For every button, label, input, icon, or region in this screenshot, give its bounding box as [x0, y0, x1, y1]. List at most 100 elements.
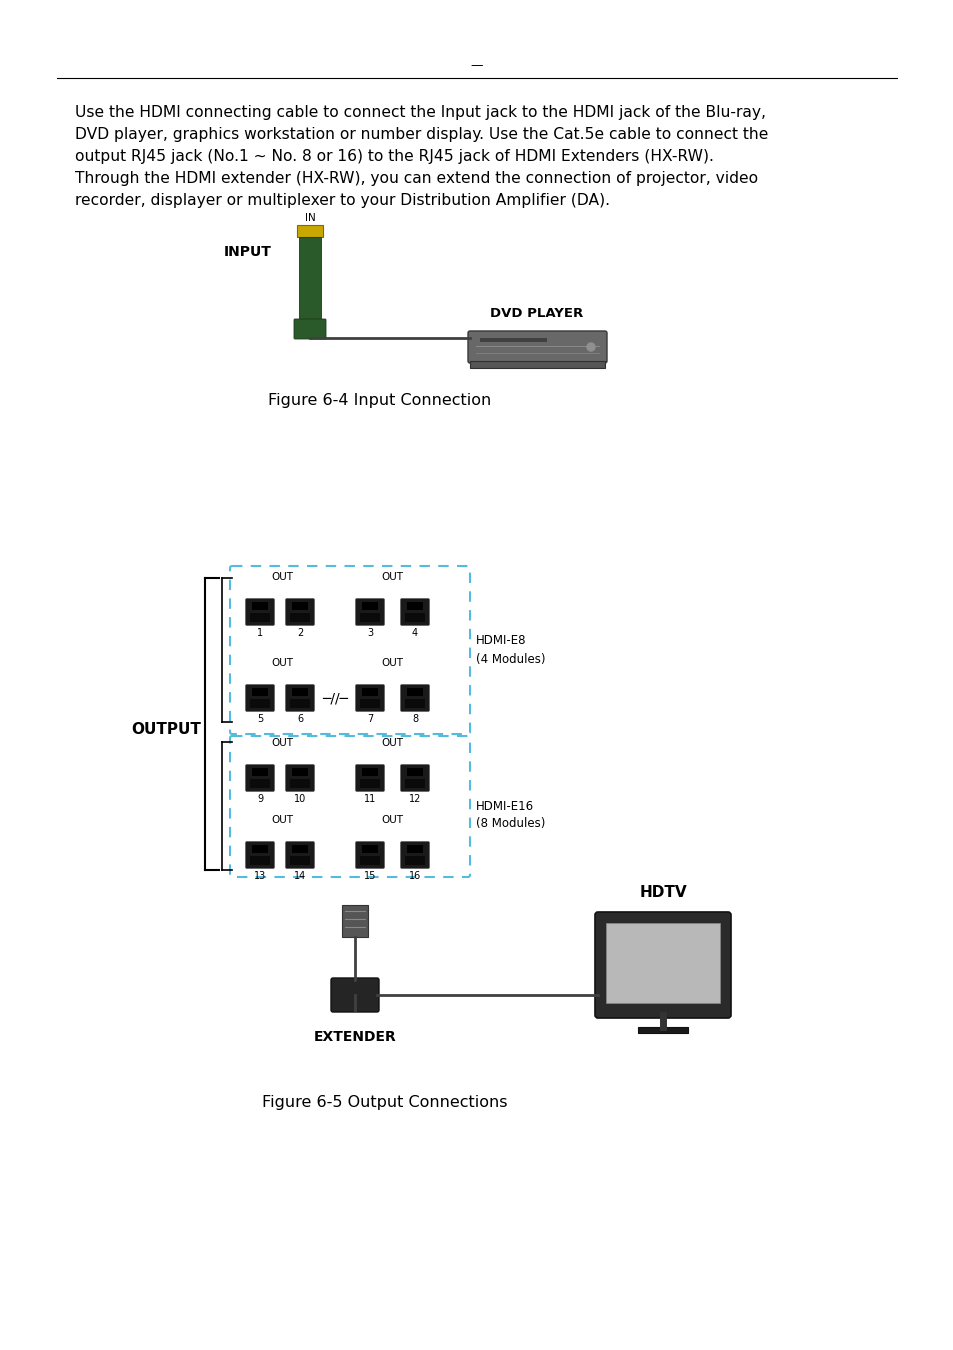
- Text: 10: 10: [294, 794, 306, 805]
- Text: 16: 16: [409, 871, 420, 882]
- Bar: [405, 613, 424, 622]
- Bar: [638, 1027, 687, 1033]
- Text: 2: 2: [296, 628, 303, 639]
- Text: OUT: OUT: [380, 738, 402, 748]
- Bar: [252, 845, 268, 853]
- Text: 6: 6: [296, 714, 303, 724]
- FancyBboxPatch shape: [400, 841, 429, 868]
- Bar: [341, 904, 368, 937]
- Text: 3: 3: [367, 628, 373, 639]
- Text: OUT: OUT: [271, 657, 293, 668]
- FancyBboxPatch shape: [400, 598, 429, 625]
- Bar: [250, 856, 270, 865]
- Bar: [362, 845, 377, 853]
- FancyBboxPatch shape: [355, 684, 384, 711]
- FancyBboxPatch shape: [355, 598, 384, 625]
- Bar: [298, 238, 320, 320]
- FancyBboxPatch shape: [595, 913, 730, 1018]
- FancyBboxPatch shape: [285, 598, 314, 625]
- Bar: [252, 602, 268, 610]
- Bar: [292, 845, 308, 853]
- FancyBboxPatch shape: [294, 319, 326, 339]
- Bar: [359, 779, 379, 788]
- Text: OUTPUT: OUTPUT: [131, 722, 201, 737]
- Text: 7: 7: [367, 714, 373, 724]
- FancyBboxPatch shape: [331, 977, 378, 1012]
- Text: 5: 5: [256, 714, 263, 724]
- Text: 4: 4: [412, 628, 417, 639]
- Bar: [290, 856, 310, 865]
- Text: 12: 12: [409, 794, 420, 805]
- Bar: [292, 688, 308, 697]
- Text: 9: 9: [256, 794, 263, 805]
- FancyBboxPatch shape: [245, 764, 274, 791]
- Bar: [405, 856, 424, 865]
- Text: IN: IN: [304, 213, 315, 223]
- Text: 15: 15: [363, 871, 375, 882]
- Bar: [290, 613, 310, 622]
- Bar: [405, 699, 424, 707]
- Text: output RJ45 jack (No.1 ~ No. 8 or 16) to the RJ45 jack of HDMI Extenders (HX-RW): output RJ45 jack (No.1 ~ No. 8 or 16) to…: [75, 148, 713, 163]
- Text: OUT: OUT: [271, 572, 293, 582]
- Bar: [479, 338, 547, 342]
- Text: OUT: OUT: [271, 815, 293, 825]
- FancyBboxPatch shape: [245, 684, 274, 711]
- Text: —: —: [470, 59, 483, 73]
- Bar: [296, 225, 323, 238]
- Text: 8: 8: [412, 714, 417, 724]
- Bar: [605, 923, 720, 1003]
- Text: HDTV: HDTV: [639, 886, 686, 900]
- Text: DVD player, graphics workstation or number display. Use the Cat.5e cable to conn: DVD player, graphics workstation or numb…: [75, 127, 767, 142]
- Bar: [407, 845, 422, 853]
- FancyBboxPatch shape: [468, 331, 606, 363]
- Text: EXTENDER: EXTENDER: [314, 1030, 395, 1044]
- Text: HDMI-E16
(8 Modules): HDMI-E16 (8 Modules): [476, 799, 545, 830]
- Text: 1: 1: [256, 628, 263, 639]
- Bar: [470, 360, 604, 369]
- Text: DVD PLAYER: DVD PLAYER: [490, 306, 582, 320]
- Text: Use the HDMI connecting cable to connect the Input jack to the HDMI jack of the : Use the HDMI connecting cable to connect…: [75, 105, 765, 120]
- Bar: [250, 613, 270, 622]
- Bar: [252, 768, 268, 776]
- Text: Figure 6-4 Input Connection: Figure 6-4 Input Connection: [268, 393, 491, 408]
- FancyBboxPatch shape: [285, 841, 314, 868]
- Bar: [359, 856, 379, 865]
- Bar: [359, 699, 379, 707]
- Text: recorder, displayer or multiplexer to your Distribution Amplifier (DA).: recorder, displayer or multiplexer to yo…: [75, 193, 609, 208]
- Bar: [290, 779, 310, 788]
- FancyBboxPatch shape: [245, 841, 274, 868]
- FancyBboxPatch shape: [245, 598, 274, 625]
- FancyBboxPatch shape: [355, 764, 384, 791]
- Bar: [290, 699, 310, 707]
- Text: 11: 11: [363, 794, 375, 805]
- Circle shape: [586, 343, 595, 351]
- Text: 14: 14: [294, 871, 306, 882]
- Bar: [407, 768, 422, 776]
- Text: ─//─: ─//─: [322, 691, 348, 705]
- Text: 13: 13: [253, 871, 266, 882]
- Bar: [250, 779, 270, 788]
- FancyBboxPatch shape: [285, 764, 314, 791]
- Bar: [359, 613, 379, 622]
- FancyBboxPatch shape: [355, 841, 384, 868]
- Text: OUT: OUT: [380, 657, 402, 668]
- Bar: [250, 699, 270, 707]
- Text: OUT: OUT: [271, 738, 293, 748]
- Text: OUT: OUT: [380, 815, 402, 825]
- Text: INPUT: INPUT: [224, 244, 272, 259]
- Bar: [362, 602, 377, 610]
- Bar: [292, 602, 308, 610]
- FancyBboxPatch shape: [400, 764, 429, 791]
- Text: Figure 6-5 Output Connections: Figure 6-5 Output Connections: [262, 1095, 507, 1110]
- Bar: [252, 688, 268, 697]
- Bar: [405, 779, 424, 788]
- Text: OUT: OUT: [380, 572, 402, 582]
- FancyBboxPatch shape: [285, 684, 314, 711]
- Text: Through the HDMI extender (HX-RW), you can extend the connection of projector, v: Through the HDMI extender (HX-RW), you c…: [75, 171, 758, 186]
- Bar: [292, 768, 308, 776]
- Text: HDMI-E8
(4 Modules): HDMI-E8 (4 Modules): [476, 634, 545, 666]
- Bar: [362, 768, 377, 776]
- Bar: [362, 688, 377, 697]
- Bar: [407, 688, 422, 697]
- Bar: [407, 602, 422, 610]
